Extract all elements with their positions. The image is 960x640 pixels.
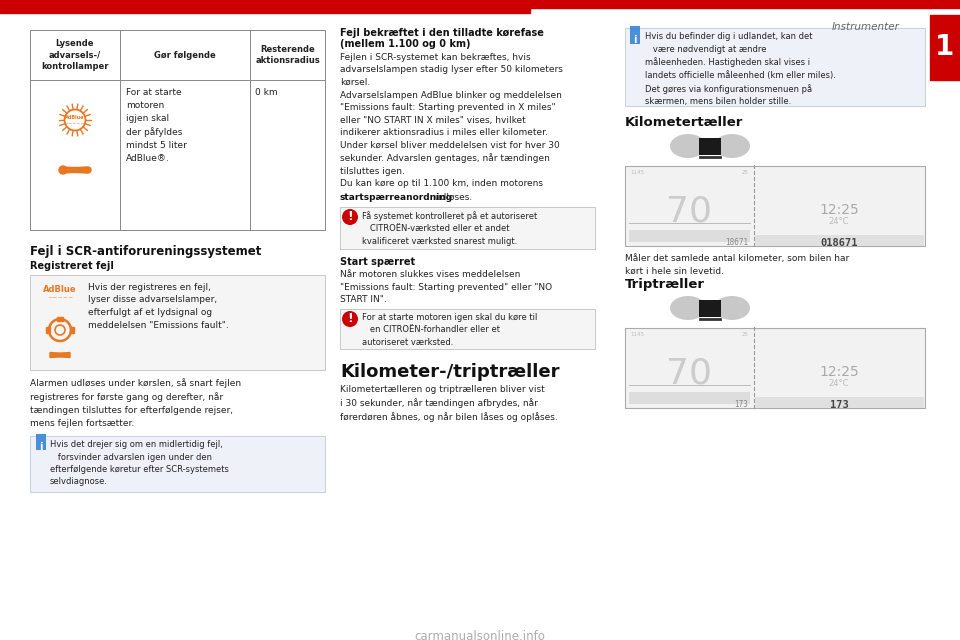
Text: For at starte motoren igen skal du køre til
   en CITROËN-forhandler eller et
au: For at starte motoren igen skal du køre … [362,313,538,347]
Text: Når motoren slukkes vises meddelelsen
"Emissions fault: Starting prevented" elle: Når motoren slukkes vises meddelelsen "E… [340,270,552,304]
Circle shape [342,209,358,225]
Bar [699,138,721,155]
Text: 0 km: 0 km [255,88,277,97]
Text: udløses.: udløses. [432,193,472,202]
Text: Start spærret: Start spærret [340,257,415,267]
Text: Gør følgende: Gør følgende [155,51,216,60]
Text: 18671: 18671 [725,238,748,247]
Text: 12:25: 12:25 [819,203,859,217]
Polygon shape [63,167,87,173]
Bar [30,30,325,230]
Text: Triptræller: Triptræller [625,278,705,291]
Text: 25: 25 [742,170,749,175]
Bar [625,28,925,106]
Bar [755,397,924,408]
Polygon shape [50,353,70,358]
Bar [625,166,925,246]
Text: AdBlue: AdBlue [43,285,77,294]
Text: Fejlen i SCR-systemet kan bekræftes, hvis
advarselslampen stadig lyser efter 50 : Fejlen i SCR-systemet kan bekræftes, hvi… [340,53,563,188]
Text: ~~~~~: ~~~~~ [47,295,73,300]
Text: !: ! [348,312,353,326]
Text: 018671: 018671 [820,238,857,248]
Text: 25: 25 [742,332,749,337]
Bar [755,235,924,246]
Bar [630,26,640,44]
Text: Hvis du befinder dig i udlandet, kan det
   være nødvendigt at ændre
måleenheden: Hvis du befinder dig i udlandet, kan det… [645,32,836,106]
Circle shape [59,166,67,174]
Text: 70: 70 [666,356,712,390]
Bar [629,392,750,404]
Text: Resterende
aktionsradius: Resterende aktionsradius [255,45,320,65]
Bar [36,434,46,450]
Text: Måler det samlede antal kilometer, som bilen har
kørt i hele sin levetid.: Måler det samlede antal kilometer, som b… [625,254,850,275]
Text: 173: 173 [829,400,849,410]
Bar [755,360,924,361]
Bar [0,0,960,8]
Ellipse shape [670,134,706,158]
Text: i: i [634,35,636,45]
Text: 173: 173 [734,400,748,409]
Text: i: i [39,442,43,452]
Text: Kilometertæller: Kilometertæller [625,116,743,129]
Text: Lysende
advarsels-/
kontrollamper: Lysende advarsels-/ kontrollamper [41,40,108,70]
Text: Fejl bekræftet i den tilladte kørefase: Fejl bekræftet i den tilladte kørefase [340,28,544,38]
Text: AdBlue: AdBlue [65,115,84,120]
Bar [699,300,721,317]
Bar [625,328,925,408]
Bar [57,317,63,321]
Text: Hvis det drejer sig om en midlertidig fejl,
   forsvinder advarslen igen under d: Hvis det drejer sig om en midlertidig fe… [50,440,228,486]
Ellipse shape [714,134,750,158]
Bar [70,327,74,333]
Text: Instrumenter: Instrumenter [832,22,900,32]
Text: (mellem 1.100 og 0 km): (mellem 1.100 og 0 km) [340,39,470,49]
Bar [0,8,530,13]
Text: Fejl i SCR-antiforureningssystemet: Fejl i SCR-antiforureningssystemet [30,245,261,258]
Text: 24°C: 24°C [828,218,850,227]
Bar [46,327,50,333]
Circle shape [85,167,91,173]
Text: 1: 1 [935,33,954,61]
Text: Alarmen udløses under kørslen, så snart fejlen
registreres for første gang og de: Alarmen udløses under kørslen, så snart … [30,378,241,428]
Text: 1145: 1145 [630,332,644,337]
Text: Få systemet kontrolleret på et autoriseret
   CITROËN-værksted eller et andet
kv: Få systemet kontrolleret på et autoriser… [362,211,538,246]
Ellipse shape [670,296,706,320]
Bar [629,230,750,242]
Bar [340,309,595,349]
Text: Kilometer-/triptræller: Kilometer-/triptræller [340,363,560,381]
Text: Kilometertælleren og triptrælleren bliver vist
i 30 sekunder, når tændingen afbr: Kilometertælleren og triptrælleren blive… [340,385,558,422]
Text: Hvis der registreres en fejl,
lyser disse advarselslamper,
efterfulgt af et lyds: Hvis der registreres en fejl, lyser diss… [88,283,228,330]
Text: ~~~~~: ~~~~~ [64,122,85,127]
Bar [930,15,960,80]
Text: !: ! [348,211,353,223]
Text: startspærreanordning: startspærreanordning [340,193,453,202]
Bar [30,436,325,492]
Text: 12:25: 12:25 [819,365,859,379]
Ellipse shape [714,296,750,320]
Text: For at starte
motoren
igjen skal
der påfyldes
mindst 5 liter
AdBlue®.: For at starte motoren igjen skal der påf… [126,88,187,163]
Circle shape [342,311,358,327]
Text: Registreret fejl: Registreret fejl [30,261,114,271]
Text: carmanualsonline.info: carmanualsonline.info [415,630,545,640]
Bar [755,198,924,199]
Text: 24°C: 24°C [828,380,850,388]
Bar [30,275,325,370]
Text: 70: 70 [666,194,712,228]
Text: 1145: 1145 [630,170,644,175]
Bar [340,207,595,249]
